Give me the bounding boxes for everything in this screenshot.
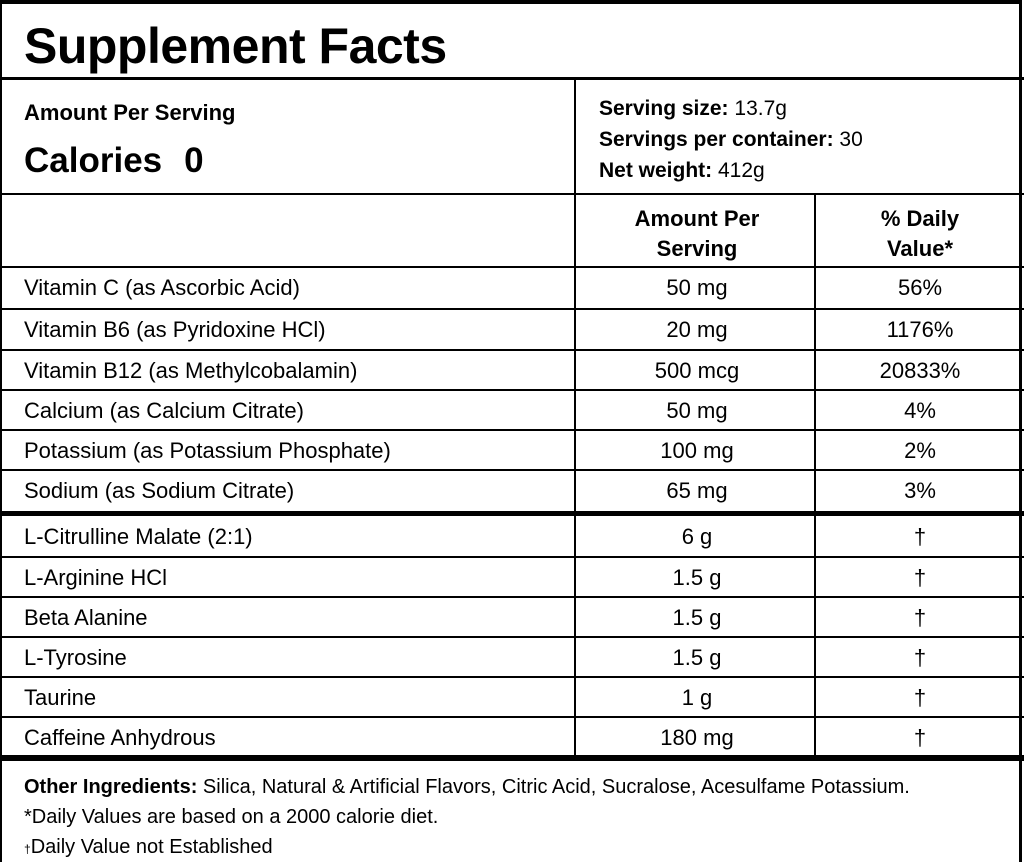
nutrient-name: Vitamin C (as Ascorbic Acid) (24, 275, 300, 300)
table-row: Potassium (as Potassium Phosphate) 100 m… (2, 431, 1024, 471)
not-established-text: Daily Value not Established (30, 836, 273, 858)
column-divider (574, 80, 576, 756)
ingredient-amount: 1.5 g (672, 565, 722, 590)
servings-per-container: Servings per container: 30 (599, 126, 863, 154)
table-row: Caffeine Anhydrous 180 mg † (2, 718, 1024, 758)
amount-per-serving-label: Amount Per Serving (24, 100, 236, 125)
row-divider (2, 596, 1024, 598)
amount-header-line1: Amount Per (634, 206, 760, 231)
ingredient-daily-value: † (913, 685, 927, 710)
ingredient-daily-value: † (913, 565, 927, 590)
row-divider (2, 308, 1024, 310)
serving-size-label: Serving size: (599, 97, 729, 120)
dagger-symbol: † (24, 842, 31, 856)
ingredient-amount: 180 mg (660, 725, 734, 750)
table-row: L-Citrulline Malate (2:1) 6 g † (2, 517, 1024, 557)
row-divider (2, 349, 1024, 351)
row-divider (2, 676, 1024, 678)
table-row: Taurine 1 g † (2, 678, 1024, 718)
nutrient-name: Potassium (as Potassium Phosphate) (24, 438, 391, 463)
daily-value-column-header: % Daily Value* (818, 204, 1022, 264)
ingredient-name: L-Tyrosine (24, 645, 127, 670)
nutrient-amount: 50 mg (666, 275, 728, 300)
other-ingredients-text: Silica, Natural & Artificial Flavors, Ci… (197, 776, 910, 798)
row-divider (2, 636, 1024, 638)
table-row: Beta Alanine 1.5 g † (2, 598, 1024, 638)
calories-row: Calories 0 (24, 139, 204, 183)
ingredient-amount: 1.5 g (672, 605, 722, 630)
nutrient-amount: 500 mcg (654, 358, 740, 383)
nutrient-name: Calcium (as Calcium Citrate) (24, 398, 304, 423)
table-row: Vitamin B12 (as Methylcobalamin) 500 mcg… (2, 351, 1024, 391)
section-divider (2, 755, 1024, 761)
servings-value: 30 (833, 128, 863, 151)
net-weight: Net weight: 412g (599, 157, 765, 185)
ingredient-amount: 1.5 g (672, 645, 722, 670)
nutrient-name: Sodium (as Sodium Citrate) (24, 478, 295, 503)
ingredient-daily-value: † (913, 725, 927, 750)
nutrient-daily-value: 56% (897, 275, 943, 300)
ingredient-name: L-Arginine HCl (24, 565, 168, 590)
serving-size: Serving size: 13.7g (599, 95, 787, 123)
nutrient-name: Vitamin B6 (as Pyridoxine HCl) (24, 317, 326, 342)
servings-label: Servings per container: (599, 128, 834, 151)
nutrient-daily-value: 4% (904, 398, 936, 423)
table-row: Vitamin C (as Ascorbic Acid) 50 mg 56% (2, 268, 1024, 308)
other-ingredients: Other Ingredients: Silica, Natural & Art… (24, 772, 910, 802)
nutrient-name: Vitamin B12 (as Methylcobalamin) (24, 358, 358, 383)
nutrient-amount: 100 mg (660, 438, 734, 463)
divider (2, 193, 1024, 195)
table-row: Vitamin B6 (as Pyridoxine HCl) 20 mg 117… (2, 310, 1024, 350)
ingredient-daily-value: † (913, 524, 927, 549)
amount-column-header: Amount Per Serving (578, 204, 816, 264)
net-weight-value: 412g (712, 159, 765, 182)
row-divider (2, 716, 1024, 718)
dv-header-line1: % Daily (880, 206, 960, 231)
ingredient-amount: 1 g (681, 685, 713, 710)
dv-header-line2: Value* (886, 236, 954, 261)
nutrient-amount: 20 mg (666, 317, 728, 342)
divider (2, 266, 1024, 268)
ingredient-daily-value: † (913, 645, 927, 670)
calories-value: 0 (184, 141, 204, 180)
row-divider (2, 429, 1024, 431)
other-ingredients-label: Other Ingredients: (24, 776, 198, 798)
daily-value-note: *Daily Values are based on a 2000 calori… (24, 806, 439, 828)
nutrient-daily-value: 3% (904, 478, 936, 503)
serving-size-value: 13.7g (728, 97, 787, 120)
ingredient-daily-value: † (913, 605, 927, 630)
nutrient-daily-value: 20833% (879, 358, 961, 383)
panel-title: Supplement Facts (24, 18, 447, 74)
table-row: Calcium (as Calcium Citrate) 50 mg 4% (2, 391, 1024, 431)
amount-header-line2: Serving (656, 236, 738, 261)
row-divider (2, 556, 1024, 558)
table-row: Sodium (as Sodium Citrate) 65 mg 3% (2, 471, 1024, 511)
table-row: L-Tyrosine 1.5 g † (2, 638, 1024, 678)
net-weight-label: Net weight: (599, 159, 713, 182)
calories-label: Calories (24, 141, 163, 180)
row-divider (2, 389, 1024, 391)
row-divider (2, 469, 1024, 471)
column-divider (814, 195, 816, 756)
footer-notes: Other Ingredients: Silica, Natural & Art… (24, 772, 910, 864)
nutrient-amount: 65 mg (666, 478, 728, 503)
ingredient-name: Taurine (24, 685, 97, 710)
nutrient-daily-value: 1176% (886, 317, 954, 342)
ingredient-amount: 6 g (681, 524, 713, 549)
nutrient-daily-value: 2% (904, 438, 936, 463)
table-row: L-Arginine HCl 1.5 g † (2, 558, 1024, 598)
divider (2, 77, 1024, 80)
nutrient-amount: 50 mg (666, 398, 728, 423)
section-divider (2, 511, 1024, 516)
ingredient-name: L-Citrulline Malate (2:1) (24, 524, 253, 549)
ingredient-name: Beta Alanine (24, 605, 148, 630)
ingredient-name: Caffeine Anhydrous (24, 725, 216, 750)
not-established-note: †Daily Value not Established (24, 832, 910, 864)
